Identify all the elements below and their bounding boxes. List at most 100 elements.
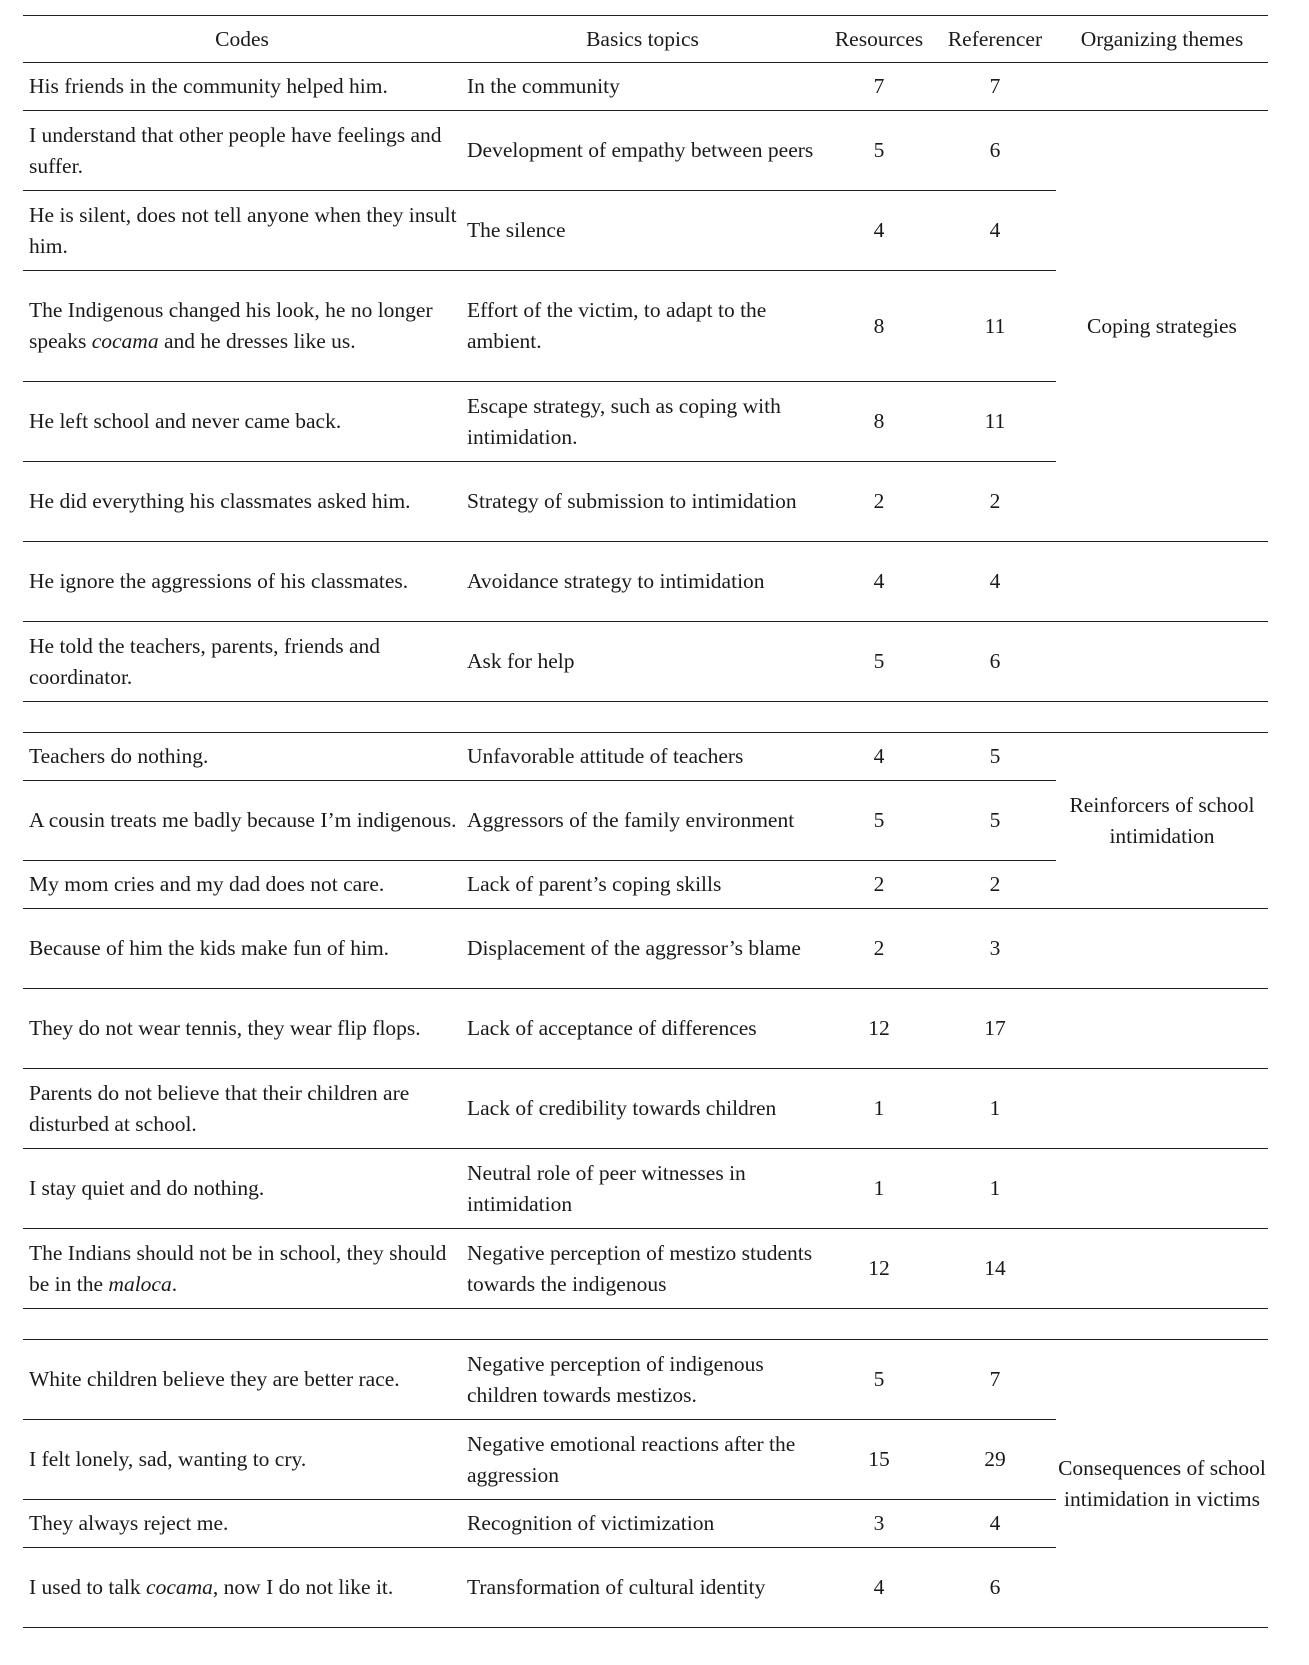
code-text: Because of him the kids make fun of him.	[29, 936, 390, 960]
code-text: He left school and never came back.	[29, 409, 342, 433]
table-row: I understand that other people have feel…	[23, 110, 1268, 542]
referencer-cell: 2	[934, 461, 1056, 542]
code-text: The Indians should not be in school, the…	[29, 1240, 447, 1296]
table-row: He left school and never came back. Escap…	[23, 381, 1268, 462]
referencer-cell: 5	[934, 732, 1056, 781]
topic-cell: Escape strategy, such as coping with int…	[461, 381, 824, 462]
topic-cell: In the community	[461, 62, 824, 111]
referencer-cell: 1	[934, 1068, 1056, 1149]
topic-cell: Lack of parent’s coping skills	[461, 860, 824, 909]
header-resources: Resources	[824, 15, 934, 63]
table-row: I used to talk cocama, now I do not like…	[23, 1547, 1268, 1628]
code-text-after: and he dresses like us.	[158, 329, 356, 353]
topic-cell: Transformation of cultural identity	[461, 1547, 824, 1628]
resources-cell: 5	[824, 621, 934, 702]
resources-cell: 15	[824, 1419, 934, 1500]
topic-cell: Lack of acceptance of differences	[461, 988, 824, 1069]
spacer-cell	[1056, 701, 1268, 733]
referencer-cell: 14	[934, 1228, 1056, 1309]
code-cell: He left school and never came back.	[23, 381, 461, 462]
code-cell: I used to talk cocama, now I do not like…	[23, 1547, 461, 1628]
resources-cell: 1	[824, 1148, 934, 1229]
code-cell: I understand that other people have feel…	[23, 110, 461, 191]
spacer-row	[23, 701, 1268, 733]
topic-cell: Development of empathy between peers	[461, 110, 824, 191]
table-row: He told the teachers, parents, friends a…	[23, 621, 1268, 702]
code-text: I understand that other people have feel…	[29, 122, 442, 178]
referencer-cell: 5	[934, 780, 1056, 861]
topic-cell: Negative perception of mestizo students …	[461, 1228, 824, 1309]
code-text: I felt lonely, sad, wanting to cry.	[29, 1447, 307, 1471]
code-cell: He ignore the aggressions of his classma…	[23, 541, 461, 622]
code-text: I stay quiet and do nothing.	[29, 1176, 265, 1200]
table-row: A cousin treats me badly because I’m ind…	[23, 780, 1268, 861]
code-text: They do not wear tennis, they wear flip …	[29, 1016, 421, 1040]
code-text-after: , now I do not like it.	[212, 1575, 394, 1599]
referencer-cell: 4	[934, 190, 1056, 271]
code-cell: Parents do not believe that their childr…	[23, 1068, 461, 1149]
code-text: The Indigenous changed his look, he no l…	[29, 298, 433, 353]
resources-cell: 8	[824, 381, 934, 462]
code-text: They always reject me.	[29, 1511, 229, 1535]
organizing-theme-cell	[1056, 621, 1268, 702]
code-cell: His friends in the community helped him.	[23, 62, 461, 111]
resources-cell: 12	[824, 1228, 934, 1309]
organizing-theme-cell	[1056, 1068, 1268, 1149]
topic-cell: Negative perception of indigenous childr…	[461, 1339, 824, 1420]
code-italic-term: cocama	[91, 329, 159, 353]
code-cell: White children believe they are better r…	[23, 1339, 461, 1420]
topic-cell: Unfavorable attitude of teachers	[461, 732, 824, 781]
code-cell: He is silent, does not tell anyone when …	[23, 190, 461, 271]
table-row: He is silent, does not tell anyone when …	[23, 190, 1268, 271]
topic-cell: Ask for help	[461, 621, 824, 702]
spacer-cell	[461, 701, 824, 733]
code-cell: He told the teachers, parents, friends a…	[23, 621, 461, 702]
header-topics: Basics topics	[461, 15, 824, 63]
referencer-cell: 7	[934, 1339, 1056, 1420]
code-text: His friends in the community helped him.	[29, 74, 388, 98]
spacer-row	[23, 1308, 1268, 1340]
code-cell: The Indigenous changed his look, he no l…	[23, 270, 461, 382]
referencer-cell: 6	[934, 1547, 1056, 1628]
header-codes: Codes	[23, 15, 461, 63]
table-body: His friends in the community helped him.…	[23, 62, 1268, 1628]
code-text: Parents do not believe that their childr…	[29, 1080, 410, 1136]
table-row: White children believe they are better r…	[23, 1339, 1268, 1628]
organizing-theme-cell: Consequences of school intimidation in v…	[1056, 1339, 1268, 1628]
spacer-cell	[824, 701, 934, 733]
spacer-cell	[461, 1308, 824, 1340]
table-row: My mom cries and my dad does not care. La…	[23, 860, 1268, 909]
referencer-cell: 6	[934, 110, 1056, 191]
referencer-cell: 17	[934, 988, 1056, 1069]
resources-cell: 12	[824, 988, 934, 1069]
topic-cell: Aggressors of the family environment	[461, 780, 824, 861]
topic-cell: Effort of the victim, to adapt to the am…	[461, 270, 824, 382]
table-row: I felt lonely, sad, wanting to cry. Negat…	[23, 1419, 1268, 1500]
referencer-cell: 4	[934, 541, 1056, 622]
code-cell: The Indians should not be in school, the…	[23, 1228, 461, 1309]
referencer-cell: 2	[934, 860, 1056, 909]
spacer-cell	[23, 701, 461, 733]
resources-cell: 4	[824, 541, 934, 622]
code-cell: They do not wear tennis, they wear flip …	[23, 988, 461, 1069]
code-cell: He did everything his classmates asked h…	[23, 461, 461, 542]
code-text: White children believe they are better r…	[29, 1367, 400, 1391]
spacer-cell	[824, 1308, 934, 1340]
referencer-cell: 3	[934, 908, 1056, 989]
referencer-cell: 4	[934, 1499, 1056, 1548]
table-row: His friends in the community helped him.…	[23, 62, 1268, 111]
table-row: The Indigenous changed his look, he no l…	[23, 270, 1268, 382]
header-themes: Organizing themes	[1056, 15, 1268, 63]
code-italic-term: maloca	[108, 1271, 172, 1296]
organizing-theme-cell	[1056, 62, 1268, 111]
code-text: My mom cries and my dad does not care.	[29, 872, 385, 896]
organizing-theme-cell	[1056, 988, 1268, 1069]
header-row: Codes Basics topics Resources Referencer…	[23, 15, 1268, 63]
codes-table: Codes Basics topics Resources Referencer…	[23, 15, 1268, 1628]
organizing-theme-cell: Reinforcers of school intimidation	[1056, 732, 1268, 909]
resources-cell: 8	[824, 270, 934, 382]
table-row: Parents do not believe that their childr…	[23, 1068, 1268, 1149]
table-row: Because of him the kids make fun of him.…	[23, 908, 1268, 989]
resources-cell: 2	[824, 860, 934, 909]
table-row: He did everything his classmates asked h…	[23, 461, 1268, 542]
